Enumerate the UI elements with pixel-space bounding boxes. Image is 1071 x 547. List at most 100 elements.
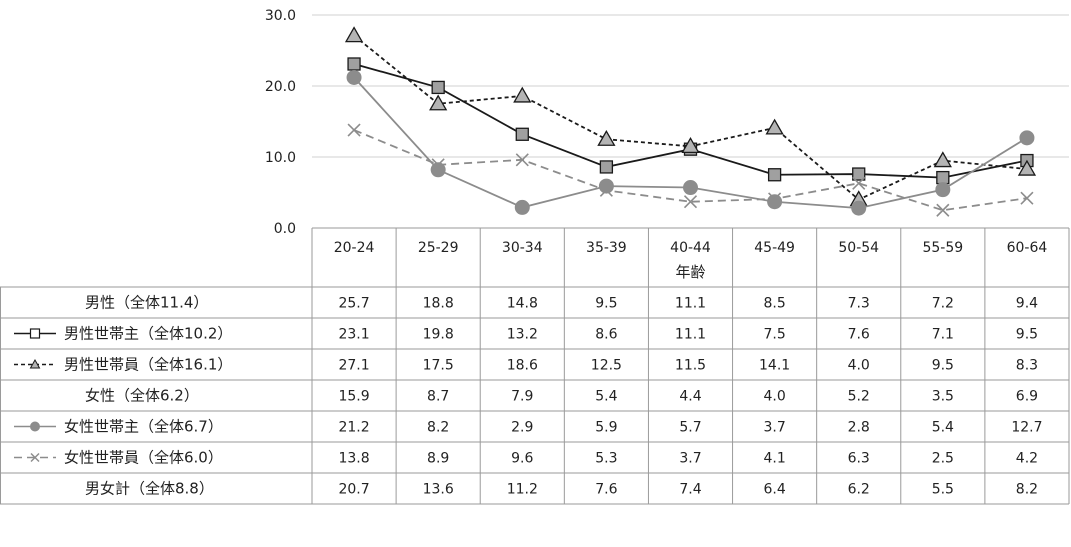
table-cell-value: 6.9	[1016, 389, 1038, 405]
table-cell-value: 5.9	[595, 420, 617, 436]
table-cell-value: 13.2	[507, 327, 538, 343]
marker-square	[852, 167, 866, 181]
marker-triangle	[597, 129, 616, 146]
marker-circle	[430, 162, 446, 178]
table-cell-value: 13.8	[338, 451, 369, 467]
legend-marker-triangle	[29, 358, 41, 369]
series-line	[353, 34, 1028, 201]
series-circle	[346, 69, 1035, 216]
table-cell-value: 7.4	[679, 482, 701, 498]
marker-circle	[514, 199, 530, 215]
marker-triangle	[344, 26, 364, 43]
table-cell-value: 9.6	[511, 451, 533, 467]
row-name: 男性（全体11.4）	[85, 294, 208, 312]
table-cell-value: 4.0	[848, 358, 870, 374]
table-cell-value: 5.3	[595, 451, 617, 467]
table-cell-value: 18.6	[507, 358, 538, 374]
table-cell-value: 8.3	[1016, 358, 1038, 374]
table-cell-value: 3.7	[679, 451, 701, 467]
table-cell-value: 7.1	[932, 327, 954, 343]
table-cell-value: 9.4	[1016, 296, 1038, 312]
table-cell-value: 4.1	[763, 451, 785, 467]
table-row: 女性（全体6.2） 15.9 8.7 7.9 5.4 4.4 4.0 5.2 3.5 6.9	[85, 387, 1038, 405]
marker-circle	[346, 69, 362, 85]
table-cell-value: 8.5	[763, 296, 785, 312]
table-cell-value: 19.8	[423, 327, 454, 343]
table-cell-value: 9.5	[932, 358, 954, 374]
data-table: 20-24 25-29 30-34 35-39 40-44 45-49 50-54 55-59…	[0, 227, 1070, 505]
marker-square	[599, 160, 614, 174]
marker-triangle	[513, 86, 532, 103]
x-tick-label: 30-34	[502, 240, 543, 256]
y-axis: 0.0 10.0 20.0 30.0	[265, 8, 296, 237]
series-layer	[344, 26, 1037, 217]
row-name: 女性世帯員（全体6.0）	[64, 449, 223, 467]
table-cell-value: 12.5	[591, 358, 622, 374]
marker-x	[936, 203, 950, 217]
table-cell-value: 2.5	[932, 451, 954, 467]
marker-triangle	[933, 151, 952, 168]
y-tick-label: 10.0	[265, 150, 296, 166]
marker-circle	[935, 182, 951, 198]
series-line	[353, 63, 1028, 179]
x-tick-label: 55-59	[922, 240, 963, 256]
marker-x	[852, 176, 866, 190]
x-tick-label: 35-39	[586, 240, 627, 256]
row-name: 女性世帯主（全体6.7）	[64, 418, 223, 436]
table-cell-value: 8.2	[1016, 482, 1038, 498]
marker-x	[1020, 191, 1034, 205]
table-cell-value: 23.1	[338, 327, 369, 343]
table-cell-value: 6.2	[848, 482, 870, 498]
x-tick-label: 60-64	[1007, 240, 1048, 256]
marker-x	[768, 192, 782, 206]
table-cell-value: 7.6	[595, 482, 617, 498]
table-row: 男性（全体11.4） 25.7 18.8 14.8 9.5 11.1 8.5 7.3 7.2 9.…	[85, 294, 1038, 312]
table-cell-value: 17.5	[423, 358, 454, 374]
table-cell-value: 14.8	[507, 296, 538, 312]
legend-marker-x	[30, 453, 40, 462]
legend-marker-square	[29, 328, 41, 339]
legend-marker-circle	[30, 421, 40, 432]
table-cell-value: 5.5	[932, 482, 954, 498]
row-name: 女性（全体6.2）	[85, 387, 199, 405]
series-x	[347, 123, 1034, 217]
table-cell-value: 11.5	[675, 358, 706, 374]
table-row: 女性世帯主（全体6.7） 21.2 8.2 2.9 5.9 5.7 3.7 2.8 5.4 12.…	[14, 418, 1043, 436]
table-cell-value: 11.2	[507, 482, 538, 498]
y-tick-label: 0.0	[274, 221, 296, 237]
table-row: 男女計（全体8.8） 20.7 13.6 11.2 7.6 7.4 6.4 6.2 5.5 8.2	[85, 480, 1038, 498]
table-cell-value: 25.7	[338, 296, 369, 312]
table-cell-value: 7.3	[848, 296, 870, 312]
series-line	[353, 129, 1028, 212]
table-cell-value: 7.2	[932, 296, 954, 312]
legend-key	[14, 453, 56, 462]
table-cell-value: 5.7	[679, 420, 701, 436]
x-tick-label: 40-44	[670, 240, 711, 256]
marker-triangle	[681, 137, 700, 154]
x-tick-label: 50-54	[838, 240, 879, 256]
series-square	[347, 57, 1034, 185]
table-cell-value: 4.4	[679, 389, 701, 405]
marker-x	[431, 158, 445, 172]
marker-square	[767, 168, 782, 182]
marker-circle	[1019, 130, 1035, 146]
table-cell-value: 3.7	[763, 420, 785, 436]
legend-key	[14, 421, 56, 432]
marker-x	[599, 183, 613, 197]
x-tick-label: 45-49	[754, 240, 795, 256]
table-cell-value: 7.9	[511, 389, 533, 405]
table-cell-value: 11.1	[675, 296, 706, 312]
marker-circle	[767, 194, 783, 210]
table-cell-value: 13.6	[423, 482, 454, 498]
table-cell-value: 7.5	[763, 327, 785, 343]
marker-square	[515, 127, 529, 141]
x-tick-label: 25-29	[418, 240, 459, 256]
table-cell-value: 5.4	[595, 389, 617, 405]
table-cell-value: 12.7	[1011, 420, 1042, 436]
table-cell-value: 4.2	[1016, 451, 1038, 467]
row-name: 男性世帯主（全体10.2）	[64, 325, 232, 343]
table-cell-value: 7.6	[848, 327, 870, 343]
marker-triangle	[1017, 159, 1037, 176]
table-cell-value: 4.0	[763, 389, 785, 405]
y-tick-label: 20.0	[265, 79, 296, 95]
